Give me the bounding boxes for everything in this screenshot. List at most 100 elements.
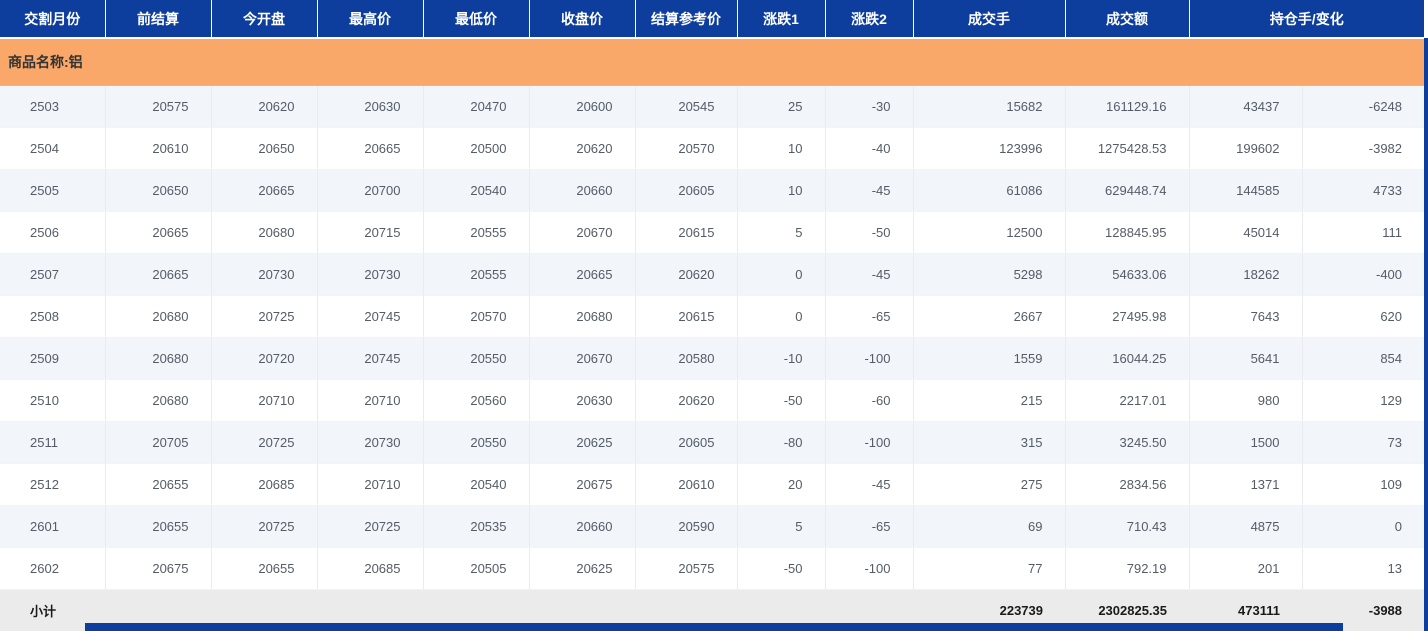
value-cell: 5 [737,505,826,548]
value-cell: -45 [825,253,914,296]
column-header-11: 持仓手/变化 [1189,0,1425,39]
value-cell: 5 [737,211,826,254]
value-cell: -3982 [1302,127,1425,170]
value-cell: 20580 [635,337,738,380]
value-cell: 4733 [1302,169,1425,212]
subtotal-value-cell: 2302825.35 [1065,588,1189,631]
value-cell: 10 [737,169,826,212]
value-cell: 20725 [317,505,424,548]
value-cell: 20615 [635,295,738,338]
value-cell: 20570 [635,127,738,170]
value-cell: 1275428.53 [1065,127,1190,170]
value-cell: 20630 [529,379,636,422]
value-cell: 0 [1302,505,1425,548]
value-cell: 12500 [913,211,1066,254]
value-cell: -6248 [1302,85,1425,128]
value-cell: 629448.74 [1065,169,1190,212]
value-cell: 20575 [635,547,738,590]
table-row: 2503 20575 20620 20630 20470 20600 20545 25 -30 1… [0,85,1425,128]
value-cell: 43437 [1189,85,1303,128]
delivery-month-cell: 2503 [0,85,106,128]
value-cell: 20665 [105,253,212,296]
value-cell: 20685 [211,463,318,506]
value-cell: 123996 [913,127,1066,170]
value-cell: 20730 [317,253,424,296]
header-row: 交割月份 前结算 今开盘 最高价 最低价 收盘价 结算参考价 涨跌1 涨跌2 成交手 成交额 持仓手/… [0,0,1425,39]
value-cell: 20470 [423,85,530,128]
value-cell: 69 [913,505,1066,548]
value-cell: 20605 [635,169,738,212]
value-cell: 20720 [211,337,318,380]
delivery-month-cell: 2510 [0,379,106,422]
value-cell: 20505 [423,547,530,590]
value-cell: 20745 [317,337,424,380]
value-cell: 1559 [913,337,1066,380]
value-cell: 20655 [105,463,212,506]
value-cell: 20605 [635,421,738,464]
table-row: 2508 20680 20725 20745 20570 20680 20615 0 -65 26… [0,295,1425,338]
table-row: 2504 20610 20650 20665 20500 20620 20570 10 -40 1… [0,127,1425,170]
delivery-month-cell: 2507 [0,253,106,296]
value-cell: 20620 [635,253,738,296]
value-cell: 1371 [1189,463,1303,506]
table-row: 2506 20665 20680 20715 20555 20670 20615 5 -50 12… [0,211,1425,254]
column-header-7: 涨跌1 [737,0,826,39]
value-cell: 20545 [635,85,738,128]
value-cell: 315 [913,421,1066,464]
value-cell: 20655 [211,547,318,590]
value-cell: -50 [737,547,826,590]
value-cell: 20680 [211,211,318,254]
value-cell: 111 [1302,211,1425,254]
value-cell: 27495.98 [1065,295,1190,338]
value-cell: 109 [1302,463,1425,506]
value-cell: 10 [737,127,826,170]
value-cell: -65 [825,295,914,338]
value-cell: 128845.95 [1065,211,1190,254]
value-cell: 20500 [423,127,530,170]
value-cell: -100 [825,421,914,464]
value-cell: 20725 [211,421,318,464]
value-cell: 20700 [317,169,424,212]
delivery-month-cell: 2601 [0,505,106,548]
value-cell: 144585 [1189,169,1303,212]
value-cell: 20555 [423,253,530,296]
delivery-month-cell: 2511 [0,421,106,464]
value-cell: 20620 [529,127,636,170]
value-cell: 20 [737,463,826,506]
column-header-0: 交割月份 [0,0,106,39]
value-cell: 854 [1302,337,1425,380]
value-cell: 199602 [1189,127,1303,170]
value-cell: 792.19 [1065,547,1190,590]
commodity-group-row: 商品名称:铝 [0,38,1425,86]
value-cell: 7643 [1189,295,1303,338]
value-cell: 20730 [317,421,424,464]
table-row: 2511 20705 20725 20730 20550 20625 20605 -80 -10… [0,421,1425,464]
value-cell: 20730 [211,253,318,296]
value-cell: 0 [737,253,826,296]
delivery-month-cell: 2506 [0,211,106,254]
value-cell: -100 [825,337,914,380]
horizontal-scrollbar[interactable] [85,623,1343,631]
value-cell: 77 [913,547,1066,590]
delivery-month-cell: 2509 [0,337,106,380]
vertical-scrollbar[interactable] [1424,38,1428,631]
value-cell: -400 [1302,253,1425,296]
value-cell: 20620 [635,379,738,422]
value-cell: 20610 [635,463,738,506]
delivery-month-cell: 2512 [0,463,106,506]
value-cell: -40 [825,127,914,170]
value-cell: 20685 [317,547,424,590]
value-cell: -80 [737,421,826,464]
table-row: 2507 20665 20730 20730 20555 20665 20620 0 -45 52… [0,253,1425,296]
value-cell: 20710 [317,379,424,422]
value-cell: 20710 [317,463,424,506]
value-cell: 20600 [529,85,636,128]
value-cell: 54633.06 [1065,253,1190,296]
value-cell: 5641 [1189,337,1303,380]
value-cell: 20550 [423,337,530,380]
value-cell: 0 [737,295,826,338]
column-header-6: 结算参考价 [635,0,738,39]
table-row: 2601 20655 20725 20725 20535 20660 20590 5 -65 69… [0,505,1425,548]
value-cell: 2667 [913,295,1066,338]
